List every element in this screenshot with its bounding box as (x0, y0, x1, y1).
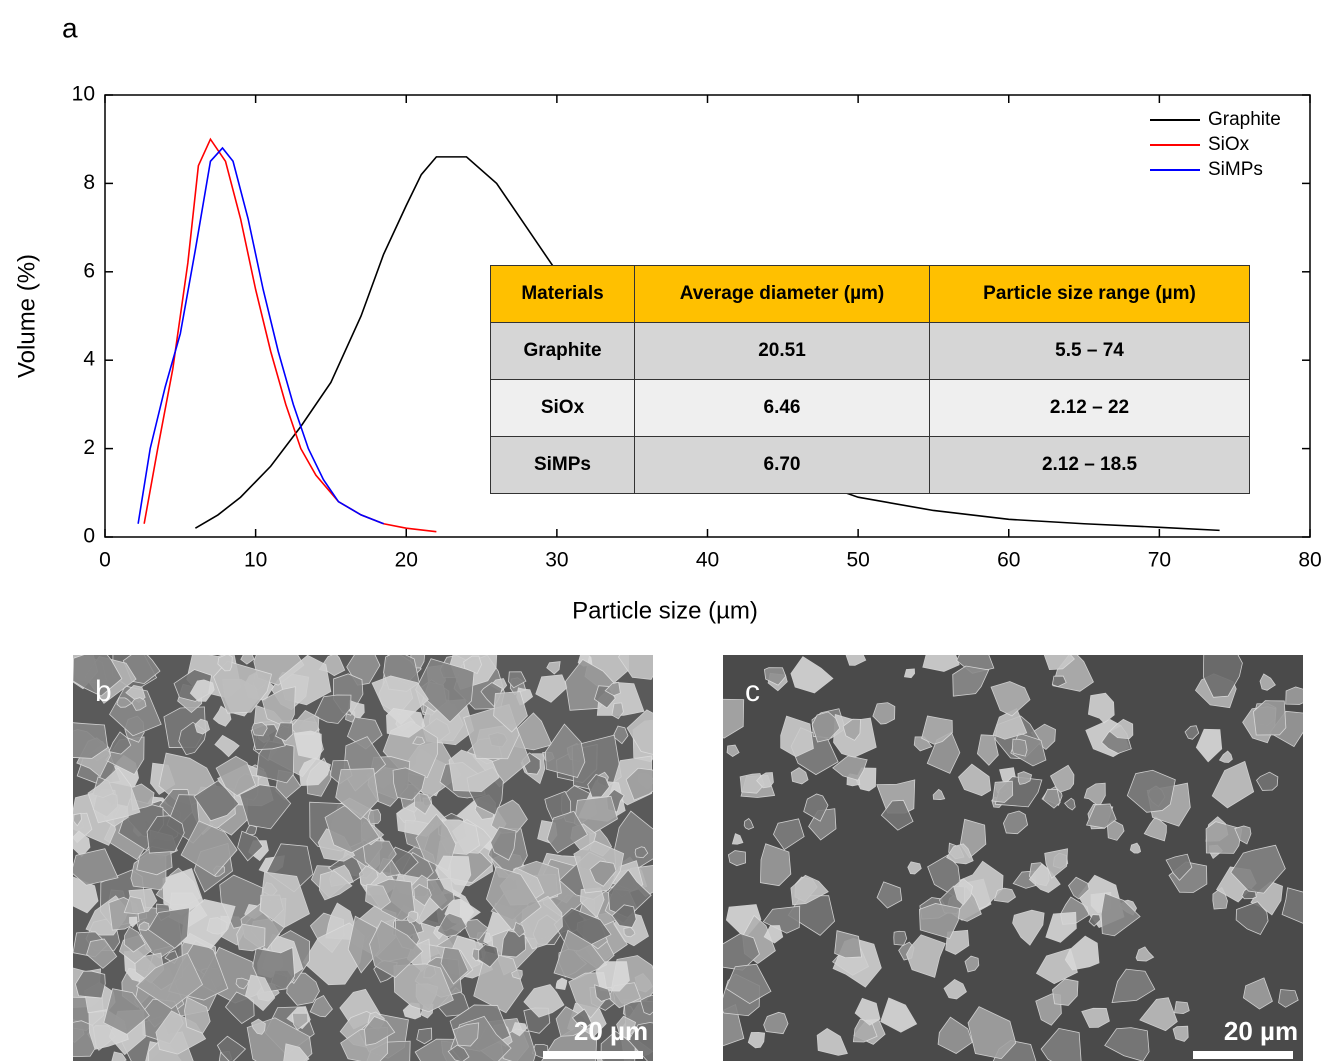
legend-label: Graphite (1208, 109, 1281, 130)
particle (923, 641, 959, 671)
legend-label: SiMPs (1208, 159, 1263, 180)
x-tick-label: 20 (395, 549, 418, 572)
x-tick-label: 60 (997, 549, 1020, 572)
cell: SiOx (491, 380, 635, 437)
cell: 5.5 – 74 (930, 323, 1250, 380)
cell: Graphite (491, 323, 635, 380)
legend-label: SiOx (1208, 134, 1250, 155)
x-tick-label: 30 (545, 549, 568, 572)
cell: 2.12 – 18.5 (930, 437, 1250, 494)
panel-label: a (62, 12, 78, 43)
particle (894, 931, 907, 945)
cell: 6.70 (635, 437, 930, 494)
table-header: Materials Average diameter (µm) Particle… (491, 266, 1250, 323)
scale-bar (1193, 1051, 1293, 1059)
cell: SiMPs (491, 437, 635, 494)
series-line (144, 139, 436, 531)
y-tick-label: 6 (83, 259, 95, 282)
cell: 6.46 (635, 380, 930, 437)
x-tick-label: 50 (846, 549, 869, 572)
y-tick-label: 10 (72, 83, 95, 106)
page: a Particle size (µm) Volume (%) b 20 µm c 2… (0, 0, 1328, 1061)
table-row: SiMPs6.702.12 – 18.5 (491, 437, 1250, 494)
particle (368, 809, 381, 824)
particle (1286, 687, 1309, 705)
x-tick-label: 40 (696, 549, 719, 572)
sem-image (703, 636, 1316, 1061)
particle (294, 731, 321, 760)
panel-label: c (745, 675, 760, 708)
header-cell: Materials (491, 266, 635, 323)
table-row: SiOx6.462.12 – 22 (491, 380, 1250, 437)
scale-bar-label: 20 µm (574, 1016, 648, 1046)
summary-table: Materials Average diameter (µm) Particle… (490, 265, 1250, 494)
x-tick-label: 10 (244, 549, 267, 572)
x-tick-label: 80 (1298, 549, 1321, 572)
y-tick-label: 4 (83, 348, 95, 371)
x-axis-label: Particle size (µm) (572, 597, 758, 624)
x-tick-label: 70 (1148, 549, 1171, 572)
x-tick-label: 0 (99, 549, 111, 572)
scale-bar-label: 20 µm (1224, 1016, 1298, 1046)
header-cell: Average diameter (µm) (635, 266, 930, 323)
header-cell: Particle size range (µm) (930, 266, 1250, 323)
y-axis-label: Volume (%) (13, 254, 40, 378)
particle (1012, 739, 1027, 756)
scale-bar (543, 1051, 643, 1059)
cell: 20.51 (635, 323, 930, 380)
y-tick-label: 8 (83, 171, 95, 194)
figure: a Particle size (µm) Volume (%) b 20 µm c 2… (0, 0, 1328, 1061)
cell: 2.12 – 22 (930, 380, 1250, 437)
panel-label: b (95, 675, 112, 708)
y-tick-label: 2 (83, 436, 95, 459)
particle (237, 924, 265, 951)
sem-image (55, 635, 683, 1061)
particle (1174, 1002, 1189, 1014)
y-tick-label: 0 (83, 525, 95, 548)
series-line (138, 148, 384, 524)
